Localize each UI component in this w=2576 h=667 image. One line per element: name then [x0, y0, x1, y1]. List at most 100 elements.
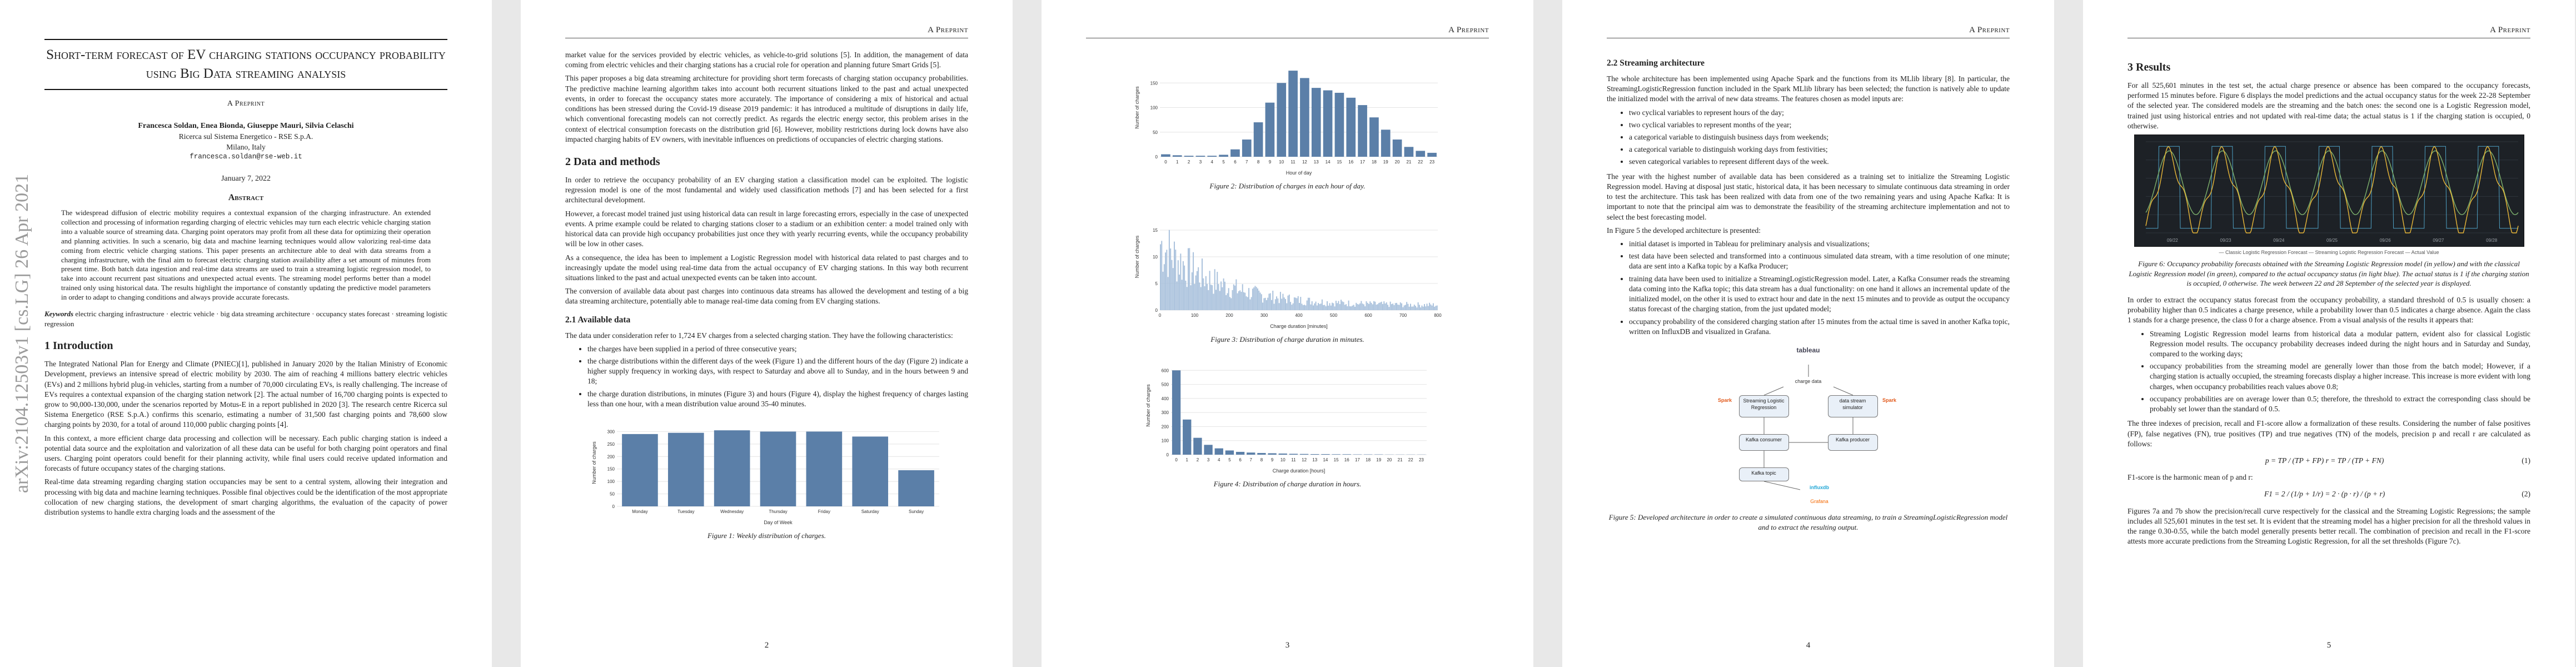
x-tick-label: 3 [1199, 160, 1202, 165]
bar [1246, 452, 1255, 455]
body-paragraph: As a consequence, the idea has been to i… [565, 253, 968, 282]
architecture-bullets: initial dataset is imported in Tableau f… [1607, 239, 2010, 337]
bar [1274, 298, 1276, 310]
bar [1354, 306, 1356, 310]
x-tick-label: 14 [1325, 160, 1330, 165]
x-tick-label: 5 [1228, 457, 1231, 462]
x-tick-label: 20 [1387, 457, 1392, 462]
bar [1322, 305, 1324, 310]
bar [1242, 283, 1243, 310]
body-paragraph: In order to extract the occupancy status… [2127, 295, 2530, 325]
x-tick-label: 22 [1408, 457, 1413, 462]
bar [1392, 140, 1402, 157]
bar [1278, 302, 1280, 310]
bar [1418, 304, 1420, 310]
bar [1311, 88, 1321, 157]
y-tick-label: 100 [1161, 439, 1169, 444]
feature-bullets: two cyclical variables to represent hour… [1607, 108, 2010, 167]
bar [1406, 301, 1407, 310]
bar [1239, 290, 1240, 310]
y-tick-label: 200 [1161, 425, 1169, 430]
x-tick-label: Sunday [909, 509, 924, 514]
bar [1431, 305, 1433, 310]
bar [1407, 303, 1408, 310]
bar [1207, 290, 1209, 310]
bar [1214, 268, 1215, 310]
x-tick-label: 09/25 [2326, 238, 2338, 243]
intro-paragraph: Real-time data streaming regarding charg… [44, 477, 447, 517]
list-item: two cyclical variables to represent hour… [1629, 108, 2010, 118]
bar [1293, 297, 1295, 310]
actual-value-series [2145, 146, 2518, 229]
x-tick-label: 200 [1225, 313, 1233, 318]
bar [1393, 305, 1394, 310]
bar [1177, 260, 1179, 310]
figure-6-dashboard: 09/22 09/23 09/24 09/25 09/26 09/27 09/28 [2134, 135, 2524, 247]
bar [1386, 302, 1387, 310]
x-axis-title: Charge duration [hours] [1272, 468, 1325, 474]
x-tick-label: 14 [1323, 457, 1328, 462]
bar [1184, 156, 1193, 157]
bar [1248, 287, 1249, 310]
bar [1233, 284, 1234, 310]
bar [1169, 248, 1171, 310]
bar [1343, 301, 1344, 310]
bar [1412, 306, 1414, 310]
bar [1205, 276, 1207, 310]
bar [621, 434, 658, 507]
x-tick-label: 09/27 [2433, 238, 2444, 243]
x-tick-label: 3 [1207, 457, 1209, 462]
bar [1421, 305, 1422, 310]
bar [1212, 293, 1214, 310]
bar [1278, 454, 1287, 455]
bar [1331, 454, 1341, 455]
y-tick-label: 0 [1166, 452, 1169, 457]
bar [1416, 307, 1417, 310]
keywords-list: electric charging infrastructure · elect… [44, 309, 447, 328]
bar [1179, 253, 1181, 310]
bar [1321, 454, 1330, 455]
bar [1432, 303, 1434, 310]
bar [1263, 298, 1264, 310]
bar [1383, 301, 1384, 310]
body-paragraph: The whole architecture has been implemen… [1607, 74, 2010, 103]
author-email[interactable]: francesca.soldan@rse-web.it [190, 152, 302, 161]
bar [1411, 306, 1412, 310]
y-tick-label: 400 [1161, 396, 1169, 401]
bar [1206, 283, 1208, 310]
bar [1312, 305, 1314, 310]
bar [1337, 301, 1339, 310]
bar [1335, 300, 1337, 310]
x-tick-label: 23 [1429, 160, 1434, 165]
bar [1325, 306, 1327, 310]
bar [1196, 271, 1198, 310]
bar [1260, 293, 1262, 310]
x-tick-label: 19 [1383, 160, 1388, 165]
bar [1268, 293, 1269, 310]
bar [1323, 305, 1325, 310]
bar [1326, 301, 1328, 310]
bar [1332, 303, 1334, 310]
bar [1288, 294, 1290, 310]
page-number: 3 [1285, 641, 1290, 650]
bar [1184, 280, 1186, 310]
x-tick-label: 18 [1371, 160, 1376, 165]
y-tick-label: 150 [607, 467, 615, 472]
list-item: occupancy probability of the considered … [1629, 317, 2010, 337]
body-paragraph: The three indexes of precision, recall a… [2127, 419, 2530, 448]
bar [1198, 282, 1200, 310]
y-tick-label: 100 [1150, 106, 1158, 111]
bar [1187, 248, 1189, 310]
page-5: A Preprint 3 Results For all 525,601 min… [2083, 0, 2575, 667]
x-tick-label: 10 [1280, 457, 1285, 462]
x-tick-label: Monday [632, 509, 647, 514]
bar [1399, 302, 1401, 310]
y-tick-label: 300 [1161, 410, 1169, 415]
y-tick-label: 100 [607, 479, 615, 484]
bar [1259, 292, 1261, 310]
bar [1232, 290, 1233, 310]
bar [1272, 290, 1273, 310]
figure-6-caption: Figure 6: Occupancy probability forecast… [2129, 260, 2529, 288]
bar [1291, 304, 1292, 310]
